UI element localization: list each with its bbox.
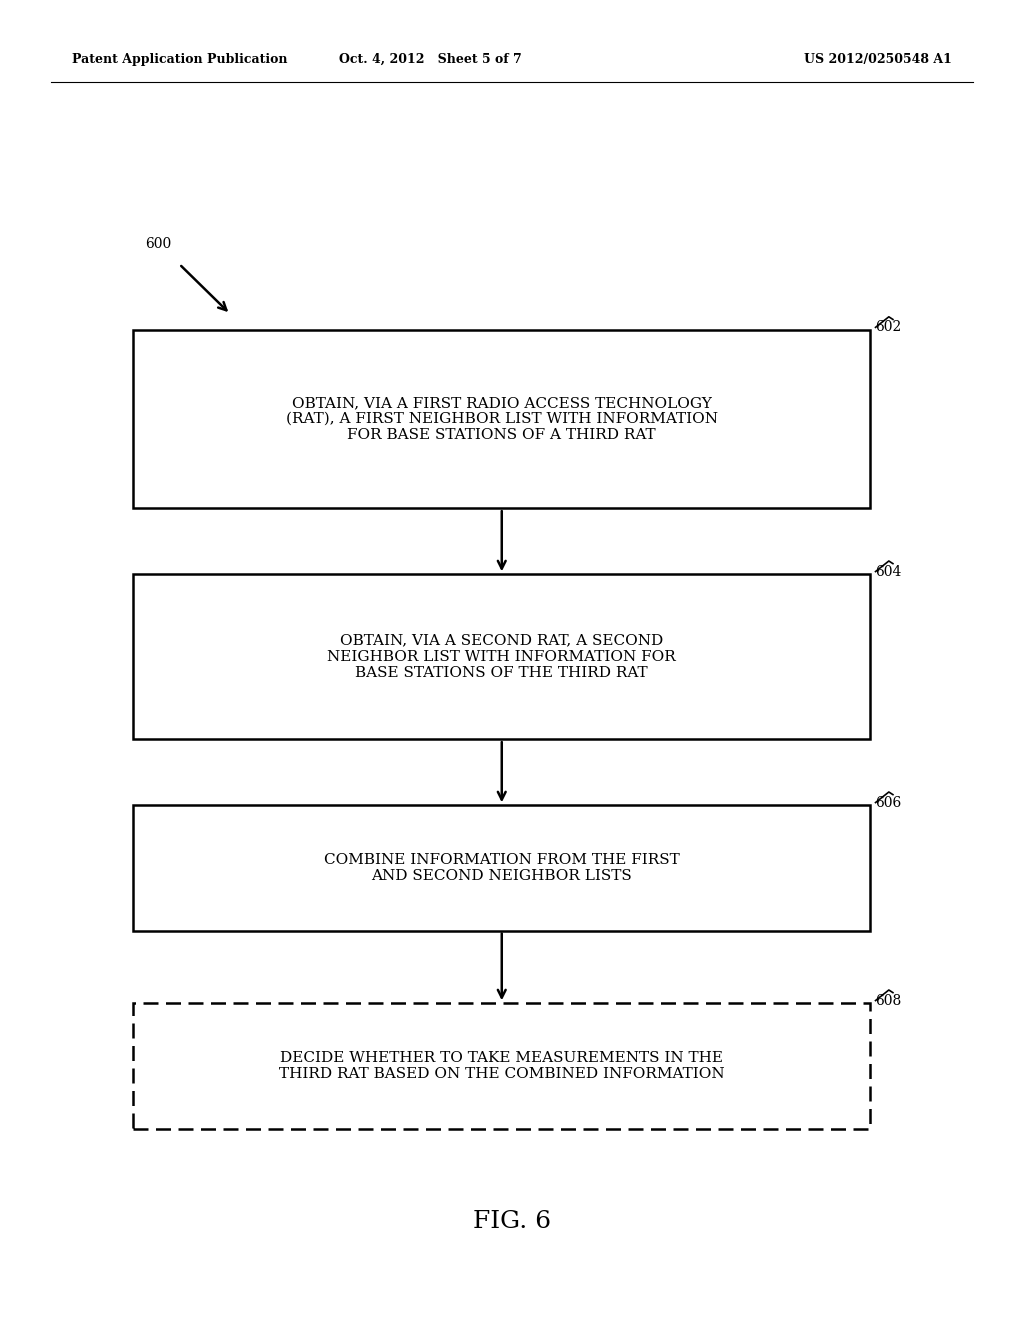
Text: OBTAIN, VIA A SECOND RAT, A SECOND
NEIGHBOR LIST WITH INFORMATION FOR
BASE STATI: OBTAIN, VIA A SECOND RAT, A SECOND NEIGH… [328,634,676,680]
Text: 600: 600 [145,238,172,251]
Text: 604: 604 [876,565,902,578]
Text: OBTAIN, VIA A FIRST RADIO ACCESS TECHNOLOGY
(RAT), A FIRST NEIGHBOR LIST WITH IN: OBTAIN, VIA A FIRST RADIO ACCESS TECHNOL… [286,396,718,442]
Text: 602: 602 [876,321,902,334]
Text: FIG. 6: FIG. 6 [473,1209,551,1233]
Bar [133,1003,870,1129]
Bar [133,574,870,739]
Text: COMBINE INFORMATION FROM THE FIRST
AND SECOND NEIGHBOR LISTS: COMBINE INFORMATION FROM THE FIRST AND S… [324,853,680,883]
Text: DECIDE WHETHER TO TAKE MEASUREMENTS IN THE
THIRD RAT BASED ON THE COMBINED INFOR: DECIDE WHETHER TO TAKE MEASUREMENTS IN T… [279,1051,725,1081]
Text: Oct. 4, 2012   Sheet 5 of 7: Oct. 4, 2012 Sheet 5 of 7 [339,53,521,66]
Bar [133,805,870,931]
Text: 606: 606 [876,796,902,809]
Text: US 2012/0250548 A1: US 2012/0250548 A1 [805,53,952,66]
Text: Patent Application Publication: Patent Application Publication [72,53,287,66]
Text: 608: 608 [876,994,902,1007]
Bar [133,330,870,508]
